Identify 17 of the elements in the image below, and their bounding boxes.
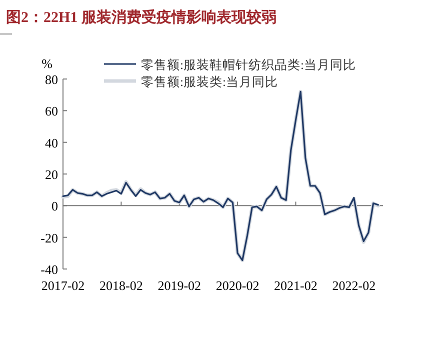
x-tick-label: 2017-02 [41,278,85,293]
x-tick-label: 2021-02 [274,278,318,293]
x-tick-label: 2019-02 [158,278,202,293]
y-tick-label: 60 [45,104,58,119]
y-tick-label: -40 [40,262,58,277]
y-tick-label: 20 [45,167,58,182]
x-tick-label: 2022-02 [332,278,376,293]
legend-label: 零售额:服装鞋帽针纺织品类:当月同比 [141,58,356,72]
y-tick-label: 80 [45,72,58,87]
legend-label: 零售额:服装类:当月同比 [141,75,278,89]
y-tick-label: 0 [52,198,58,214]
x-tick-label: 2020-02 [216,278,260,293]
y-axis-title: % [42,56,53,71]
x-tick-label: 2018-02 [100,278,143,293]
y-tick-label: -20 [40,230,58,246]
y-tick-label: 40 [45,135,58,150]
title: 图2：22H1 服装消费受疫情影响表现较弱 [6,10,276,26]
